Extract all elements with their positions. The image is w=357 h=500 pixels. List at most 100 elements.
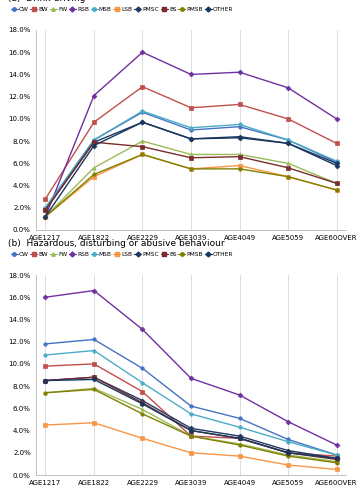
MSB — [286, 137, 290, 143]
CW — [189, 127, 193, 133]
LSB — [335, 466, 339, 472]
PMSB — [43, 214, 47, 220]
LSB — [43, 422, 47, 428]
BS — [43, 207, 47, 213]
RSB — [92, 92, 96, 98]
LSB — [189, 166, 193, 172]
CW — [237, 416, 242, 422]
CW — [43, 341, 47, 347]
FW — [140, 138, 145, 144]
Line: RSB: RSB — [44, 50, 338, 218]
MSB — [335, 158, 339, 164]
MSB — [189, 411, 193, 417]
CW — [189, 403, 193, 409]
FW — [92, 165, 96, 171]
CW — [92, 137, 96, 143]
Line: MSB: MSB — [44, 349, 338, 457]
PMSC — [286, 448, 290, 454]
RSB — [237, 69, 242, 75]
PMSC — [140, 119, 145, 125]
LSB — [237, 162, 242, 168]
PMSB — [189, 166, 193, 172]
MSB — [92, 137, 96, 143]
BS — [189, 155, 193, 161]
PMSB — [189, 433, 193, 439]
BS — [92, 374, 96, 380]
PMSB — [286, 174, 290, 180]
BW — [189, 105, 193, 111]
Line: MSB: MSB — [44, 110, 338, 210]
BS — [286, 165, 290, 171]
Line: FW: FW — [44, 386, 338, 464]
BS — [140, 144, 145, 150]
BS — [43, 378, 47, 384]
PMSC — [43, 378, 47, 384]
BW — [92, 119, 96, 125]
Line: PMSB: PMSB — [44, 388, 338, 464]
OTHER — [189, 428, 193, 434]
LSB — [237, 453, 242, 459]
CW — [335, 159, 339, 165]
CW — [140, 366, 145, 372]
LSB — [189, 450, 193, 456]
OTHER — [43, 214, 47, 220]
OTHER — [286, 450, 290, 456]
OTHER — [286, 140, 290, 146]
BS — [286, 450, 290, 456]
OTHER — [140, 401, 145, 407]
FW — [286, 160, 290, 166]
RSB — [189, 72, 193, 78]
Line: LSB: LSB — [44, 421, 338, 471]
FW — [335, 180, 339, 186]
Line: BW: BW — [44, 85, 338, 200]
FW — [237, 152, 242, 158]
Legend: CW, BW, FW, RSB, MSB, LSB, PMSC, BS, PMSB, OTHER: CW, BW, FW, RSB, MSB, LSB, PMSC, BS, PMS… — [11, 7, 233, 12]
FW — [92, 386, 96, 392]
LSB — [92, 174, 96, 180]
CW — [335, 452, 339, 458]
MSB — [43, 352, 47, 358]
RSB — [189, 376, 193, 382]
RSB — [43, 294, 47, 300]
Line: BS: BS — [44, 376, 338, 461]
LSB — [286, 462, 290, 468]
Line: CW: CW — [44, 338, 338, 456]
BW — [140, 388, 145, 394]
Line: PMSB: PMSB — [44, 152, 338, 218]
PMSC — [92, 139, 96, 145]
BW — [189, 433, 193, 439]
FW — [189, 433, 193, 439]
PMSC — [286, 140, 290, 146]
MSB — [43, 205, 47, 211]
PMSC — [43, 207, 47, 213]
BS — [335, 456, 339, 462]
PMSC — [335, 456, 339, 462]
Line: PMSC: PMSC — [44, 120, 338, 212]
OTHER — [189, 136, 193, 142]
Text: (b)  Hazardous, disturbing or abusive behaviour: (b) Hazardous, disturbing or abusive beh… — [8, 239, 224, 248]
Text: (a)  Drink-driving: (a) Drink-driving — [8, 0, 85, 3]
FW — [237, 441, 242, 447]
OTHER — [92, 142, 96, 148]
LSB — [335, 187, 339, 193]
BW — [140, 84, 145, 89]
RSB — [335, 116, 339, 122]
OTHER — [92, 376, 96, 382]
Line: BS: BS — [44, 140, 338, 212]
RSB — [43, 214, 47, 220]
OTHER — [140, 119, 145, 125]
RSB — [286, 418, 290, 424]
MSB — [140, 108, 145, 114]
BW — [43, 196, 47, 202]
PMSB — [140, 411, 145, 417]
PMSC — [92, 374, 96, 380]
RSB — [92, 288, 96, 294]
CW — [237, 124, 242, 130]
BW — [335, 453, 339, 459]
MSB — [92, 348, 96, 354]
PMSC — [189, 426, 193, 432]
BS — [237, 436, 242, 442]
MSB — [286, 438, 290, 444]
Line: BW: BW — [44, 362, 338, 458]
PMSB — [335, 187, 339, 193]
